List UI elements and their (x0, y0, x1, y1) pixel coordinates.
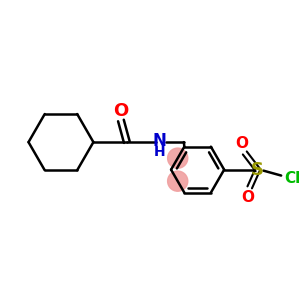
Text: S: S (251, 161, 264, 179)
Text: N: N (152, 132, 166, 150)
Text: H: H (154, 145, 165, 159)
Circle shape (168, 148, 188, 168)
Circle shape (168, 171, 188, 191)
Text: O: O (235, 136, 248, 151)
Text: Cl: Cl (284, 171, 300, 186)
Text: O: O (241, 190, 254, 205)
Text: O: O (113, 102, 128, 120)
